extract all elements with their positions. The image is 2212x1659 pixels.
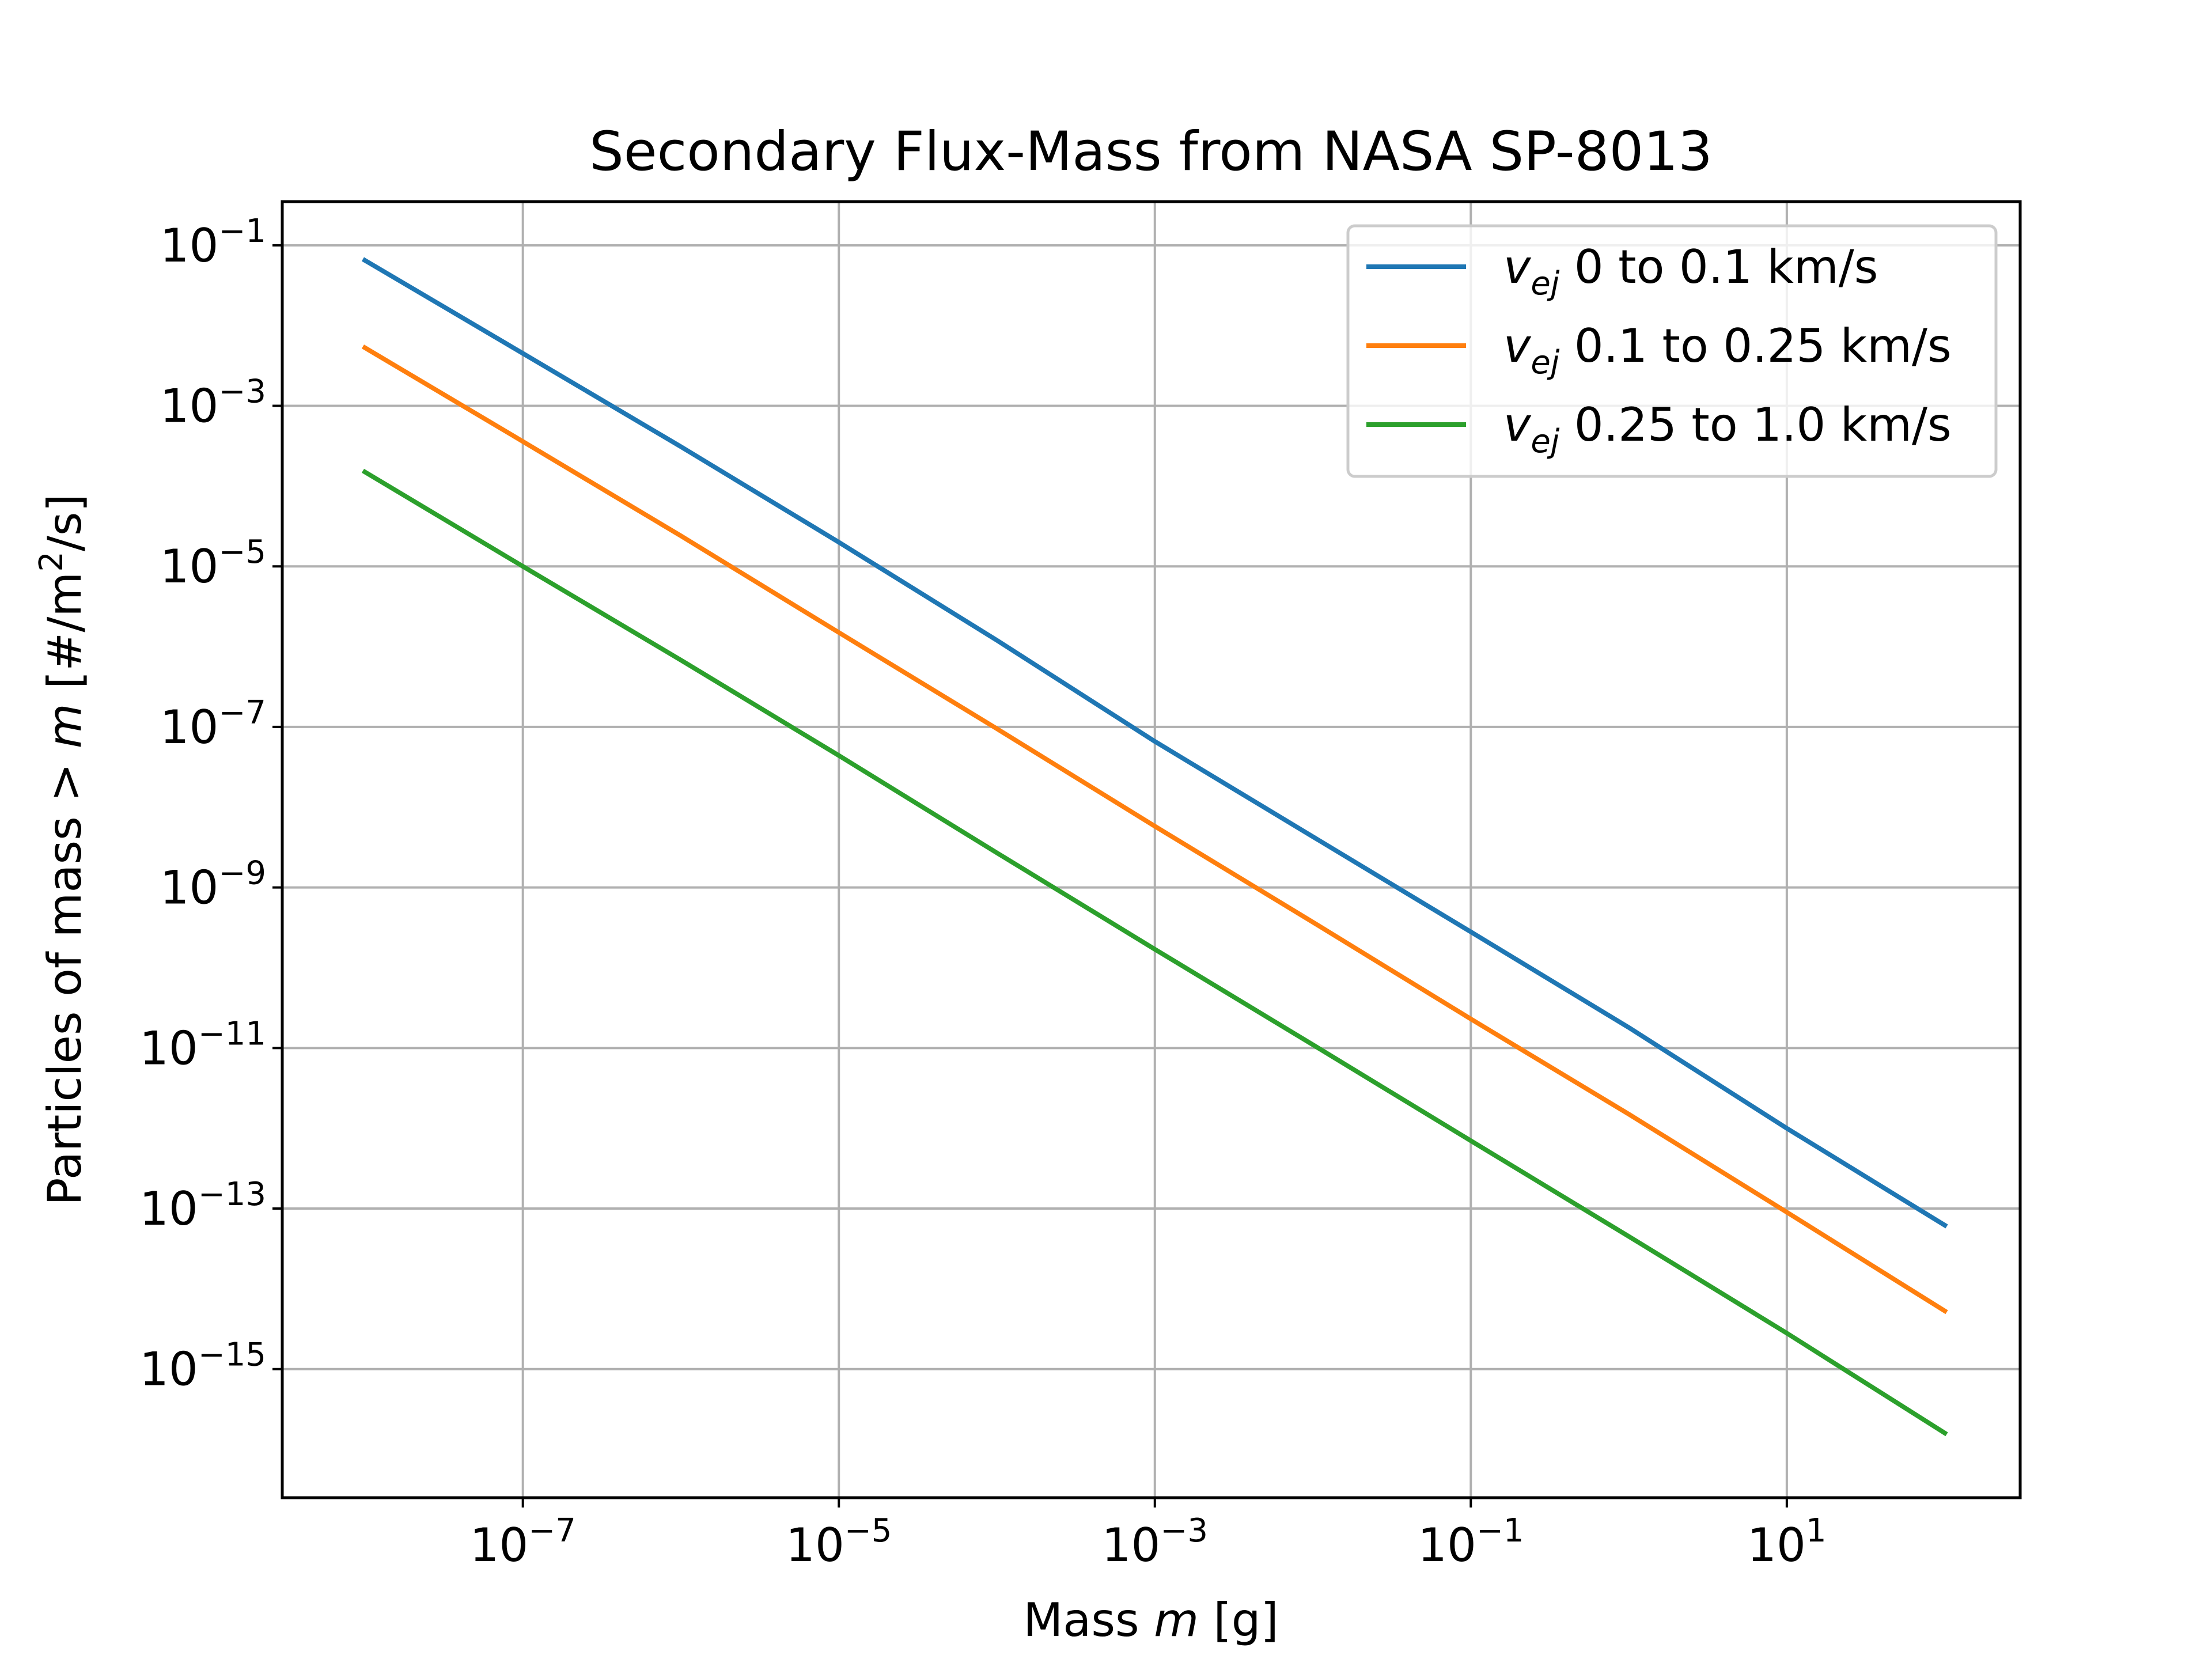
x-tick-base: 10 bbox=[1418, 1518, 1476, 1572]
y-tick-exponent: −5 bbox=[218, 533, 266, 571]
legend-label-variable: v bbox=[1503, 319, 1532, 373]
y-tick-base: 10 bbox=[160, 219, 219, 272]
y-tick-exponent: −1 bbox=[218, 213, 266, 250]
x-tick-exponent: −5 bbox=[844, 1512, 892, 1550]
chart-title: Secondary Flux-Mass from NASA SP-8013 bbox=[589, 120, 1713, 183]
x-axis-label-prefix: Mass bbox=[1023, 1593, 1154, 1647]
legend-label-subscript: ej bbox=[1531, 344, 1559, 381]
y-axis-label-unit-exp: 2 bbox=[33, 551, 70, 572]
x-tick-label: 10−3 bbox=[1102, 1512, 1208, 1572]
legend-label-text: 0 to 0.1 km/s bbox=[1559, 240, 1878, 294]
y-tick-label: 10−7 bbox=[160, 694, 266, 754]
legend-label-3: vej 0.25 to 1.0 km/s bbox=[1503, 398, 1952, 460]
y-axis-label: Particles of mass > m [#/m2/s] bbox=[33, 494, 92, 1205]
grid bbox=[282, 202, 2020, 1498]
x-tick-label: 101 bbox=[1747, 1512, 1826, 1572]
y-tick-exponent: −11 bbox=[198, 1015, 266, 1052]
x-axis-label: Mass m [g] bbox=[1023, 1593, 1278, 1647]
y-tick-label: 10−1 bbox=[160, 213, 266, 272]
x-tick-base: 10 bbox=[786, 1518, 844, 1572]
y-tick-base: 10 bbox=[160, 700, 219, 754]
y-tick-exponent: −7 bbox=[218, 694, 266, 732]
legend-label-variable: v bbox=[1503, 240, 1532, 294]
y-tick-label: 10−3 bbox=[160, 373, 266, 433]
legend-label-variable: v bbox=[1503, 398, 1532, 452]
x-tick-label: 10−7 bbox=[470, 1512, 576, 1572]
y-tick-exponent: −9 bbox=[218, 855, 266, 892]
x-tick-exponent: −7 bbox=[528, 1512, 576, 1550]
y-tick-base: 10 bbox=[160, 380, 219, 433]
x-axis-label-variable: m bbox=[1154, 1593, 1199, 1647]
legend-label-subscript: ej bbox=[1531, 423, 1559, 460]
y-tick-base: 10 bbox=[160, 540, 219, 593]
y-tick-base: 10 bbox=[139, 1343, 198, 1396]
x-tick-label: 10−5 bbox=[786, 1512, 892, 1572]
x-tick-base: 10 bbox=[1102, 1518, 1161, 1572]
y-tick-base: 10 bbox=[139, 1021, 198, 1075]
legend-label-text: 0.25 to 1.0 km/s bbox=[1559, 398, 1951, 452]
y-tick-label: 10−11 bbox=[139, 1015, 266, 1075]
legend-label-2: vej 0.1 to 0.25 km/s bbox=[1503, 319, 1952, 381]
y-tick-base: 10 bbox=[160, 861, 219, 915]
legend-label-1: vej 0 to 0.1 km/s bbox=[1503, 240, 1878, 302]
y-axis-label-variable: m bbox=[38, 703, 92, 748]
y-tick-exponent: −15 bbox=[198, 1336, 266, 1374]
y-tick-label: 10−5 bbox=[160, 533, 266, 593]
x-tick-exponent: −3 bbox=[1160, 1512, 1208, 1550]
x-ticks: 10−7 10−5 10−3 10−1 101 bbox=[470, 1498, 1827, 1572]
x-tick-base: 10 bbox=[1747, 1518, 1806, 1572]
y-axis-label-unit-b: /s] bbox=[38, 494, 92, 551]
y-tick-label: 10−9 bbox=[160, 855, 266, 915]
series-line-3 bbox=[361, 468, 1948, 1437]
legend-label-subscript: ej bbox=[1531, 265, 1559, 302]
series-lines bbox=[361, 257, 1948, 1437]
series-line-2 bbox=[361, 344, 1948, 1315]
x-tick-base: 10 bbox=[470, 1518, 529, 1572]
x-axis-label-unit: [g] bbox=[1199, 1593, 1279, 1647]
y-tick-exponent: −13 bbox=[198, 1176, 266, 1213]
y-tick-exponent: −3 bbox=[218, 373, 266, 411]
y-tick-base: 10 bbox=[139, 1182, 198, 1236]
y-axis-label-unit-a: [#/m bbox=[38, 572, 92, 704]
plot-frame bbox=[281, 200, 2022, 1499]
legend-label-text: 0.1 to 0.25 km/s bbox=[1559, 319, 1951, 373]
x-tick-exponent: −1 bbox=[1476, 1512, 1524, 1550]
x-tick-label: 10−1 bbox=[1418, 1512, 1524, 1572]
x-tick-exponent: 1 bbox=[1806, 1512, 1827, 1550]
series-line-1 bbox=[361, 257, 1948, 1229]
y-tick-label: 10−15 bbox=[139, 1336, 266, 1396]
legend-box bbox=[1346, 224, 1998, 478]
y-tick-label: 10−13 bbox=[139, 1176, 266, 1236]
y-axis-label-prefix: Particles of mass > bbox=[38, 748, 92, 1205]
